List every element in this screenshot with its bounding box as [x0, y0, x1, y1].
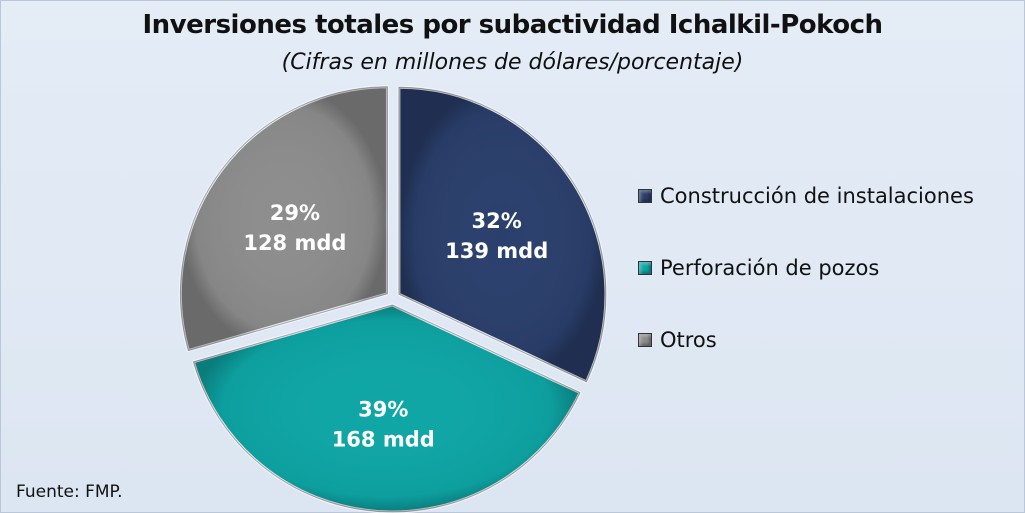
pie-slice-perforacion — [191, 303, 582, 513]
legend-label-construccion: Construcción de instalaciones — [660, 184, 974, 208]
chart-title: Inversiones totales por subactividad Ich… — [142, 10, 883, 40]
pie-slice-construccion — [397, 85, 608, 384]
legend-label-otros: Otros — [660, 328, 717, 352]
slice-value-label-construccion: 139 mdd — [445, 239, 548, 263]
legend-swatch-perforacion — [638, 261, 652, 275]
slice-percent-label-perforacion: 39% — [358, 398, 408, 422]
legend-item-otros: Otros — [638, 322, 974, 358]
slice-value-label-perforacion: 168 mdd — [332, 428, 435, 452]
slice-value-label-otros: 128 mdd — [243, 231, 346, 255]
legend-swatch-construccion — [638, 189, 652, 203]
pie-slice-otros — [178, 85, 389, 353]
legend-label-perforacion: Perforación de pozos — [660, 256, 880, 280]
legend-item-perforacion: Perforación de pozos — [638, 250, 974, 286]
legend-swatch-otros — [638, 333, 652, 347]
legend: Construcción de instalaciones Perforació… — [638, 178, 974, 394]
source-note: Fuente: FMP. — [16, 482, 123, 502]
slice-percent-label-otros: 29% — [270, 201, 320, 225]
slice-percent-label-construccion: 32% — [472, 209, 522, 233]
legend-item-construccion: Construcción de instalaciones — [638, 178, 974, 214]
chart-subtitle: (Cifras en millones de dólares/porcentaj… — [281, 50, 744, 75]
